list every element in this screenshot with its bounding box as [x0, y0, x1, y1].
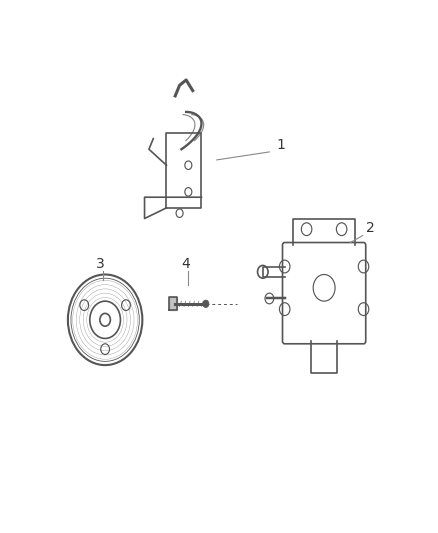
Text: 4: 4 [182, 256, 191, 271]
Text: 3: 3 [96, 256, 105, 271]
Text: 2: 2 [366, 221, 374, 235]
Circle shape [203, 300, 209, 308]
Text: 1: 1 [276, 138, 285, 152]
Polygon shape [169, 297, 177, 310]
